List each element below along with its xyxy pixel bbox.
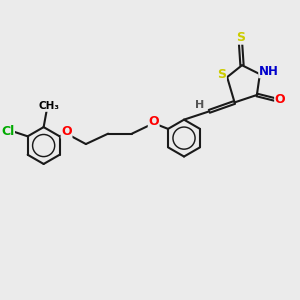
- Text: O: O: [275, 93, 285, 106]
- Text: O: O: [148, 115, 159, 128]
- Text: O: O: [61, 125, 72, 138]
- Text: H: H: [195, 100, 204, 110]
- Text: Cl: Cl: [1, 125, 14, 138]
- Text: S: S: [236, 31, 245, 44]
- Text: NH: NH: [259, 65, 279, 78]
- Text: S: S: [217, 68, 226, 81]
- Text: CH₃: CH₃: [38, 101, 59, 111]
